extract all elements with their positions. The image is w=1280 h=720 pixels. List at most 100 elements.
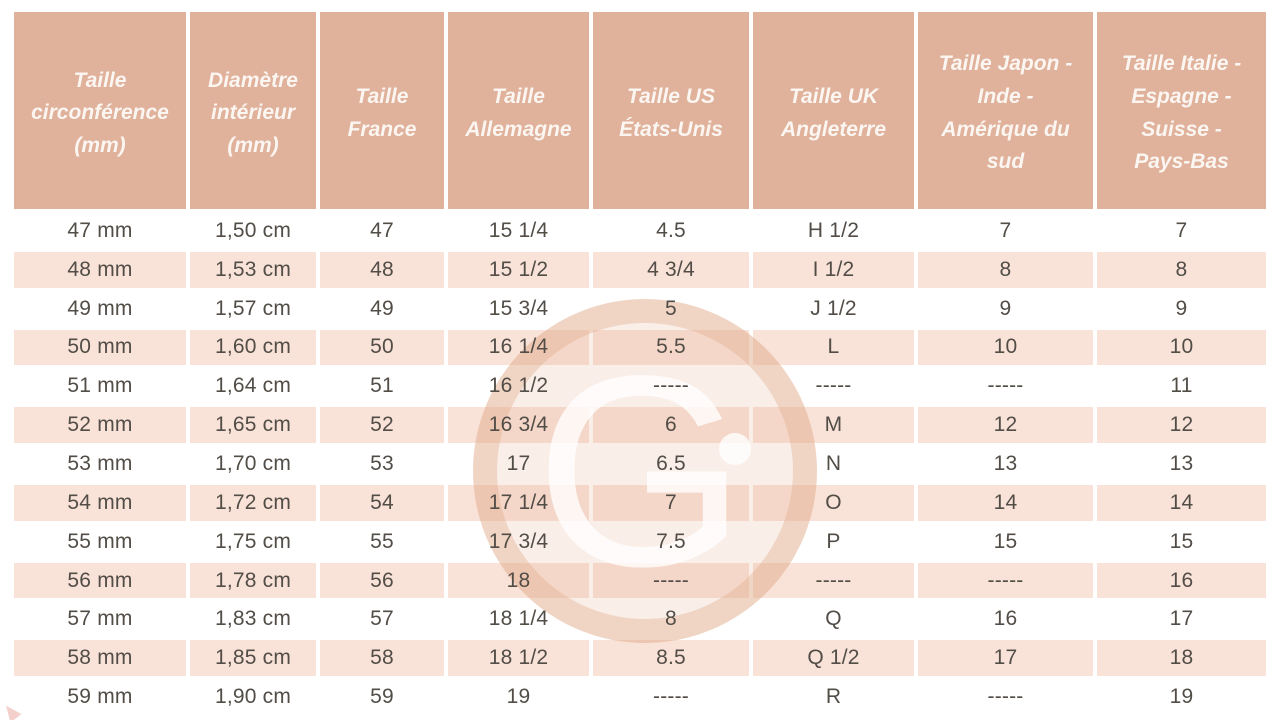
cell-value: 59 (370, 685, 394, 709)
cell-value: 1,53 cm (214, 257, 292, 281)
cell-value: H 1/2 (807, 218, 860, 242)
cell-r8-c2: 55 (320, 523, 448, 563)
cell-r7-c4: 7 (593, 484, 753, 524)
cell-r2-c7: 9 (1097, 290, 1266, 330)
column-header-label: Taille circonférence (mm) (31, 68, 169, 157)
cell-r2-c4: 5 (593, 290, 753, 330)
cell-r8-c3: 17 3/4 (448, 523, 593, 563)
cell-value: ----- (987, 685, 1024, 709)
cell-r0-c0: 47 mm (14, 213, 190, 252)
cell-r10-c1: 1,83 cm (190, 601, 320, 641)
cell-r2-c0: 49 mm (14, 290, 190, 330)
cell-r11-c0: 58 mm (14, 640, 190, 680)
cell-r5-c0: 52 mm (14, 407, 190, 447)
cell-r9-c2: 56 (320, 562, 448, 602)
cell-value: L (827, 335, 840, 359)
column-header-label: Taille Allemagne (465, 84, 572, 141)
table-row: 53 mm 1,70 cm 53 17 6.5 N 13 13 (14, 446, 1266, 485)
table-row: 57 mm 1,83 cm 57 18 1/4 8 Q 16 17 (14, 601, 1266, 641)
cell-r9-c6: ----- (918, 562, 1097, 602)
cell-r2-c5: J 1/2 (753, 290, 918, 330)
cell-value: P (826, 529, 841, 553)
cell-value: 50 mm (67, 335, 133, 359)
table-row: 58 mm 1,85 cm 58 18 1/2 8.5 Q 1/2 17 18 (14, 640, 1266, 680)
cell-r1-c0: 48 mm (14, 251, 190, 291)
cell-value: 1,90 cm (214, 685, 292, 709)
cell-value: 51 (370, 374, 394, 398)
cell-r8-c0: 55 mm (14, 523, 190, 563)
cell-value: 9 (1175, 296, 1188, 320)
cell-value: 17 (1169, 607, 1194, 631)
cell-value: ----- (815, 568, 852, 592)
table-row: 54 mm 1,72 cm 54 17 1/4 7 O 14 14 (14, 484, 1266, 524)
cell-r5-c7: 12 (1097, 407, 1266, 447)
cell-value: 58 (370, 646, 394, 670)
column-header-label: Taille UK Angleterre (780, 84, 887, 141)
cell-r6-c5: N (753, 446, 918, 485)
cell-value: 19 (1169, 685, 1194, 709)
cell-r5-c5: M (753, 407, 918, 447)
cell-value: 15 1/4 (488, 218, 549, 242)
cell-value: 18 (1169, 646, 1194, 670)
ring-size-conversion-table: Taille circonférence (mm) Diamètre intéri… (14, 12, 1266, 718)
cell-value: ----- (987, 568, 1024, 592)
column-header-7: Taille Italie - Espagne - Suisse - Pays-… (1097, 12, 1266, 213)
cell-r5-c2: 52 (320, 407, 448, 447)
cell-r10-c0: 57 mm (14, 601, 190, 641)
cell-value: 1,50 cm (214, 218, 292, 242)
cell-value: M (824, 413, 843, 437)
cell-value: 1,65 cm (214, 413, 292, 437)
cell-r9-c1: 1,78 cm (190, 562, 320, 602)
column-header-1: Diamètre intérieur (mm) (190, 12, 320, 213)
table-row: 55 mm 1,75 cm 55 17 3/4 7.5 P 15 15 (14, 523, 1266, 563)
cell-r8-c6: 15 (918, 523, 1097, 563)
cell-value: 53 (370, 451, 394, 475)
cell-r1-c3: 15 1/2 (448, 251, 593, 291)
cell-value: 5 (665, 296, 677, 320)
column-header-4: Taille US États-Unis (593, 12, 753, 213)
cell-r3-c3: 16 1/4 (448, 329, 593, 369)
cell-value: 55 (370, 529, 394, 553)
cell-r3-c0: 50 mm (14, 329, 190, 369)
cell-r5-c4: 6 (593, 407, 753, 447)
table-row: 50 mm 1,60 cm 50 16 1/4 5.5 L 10 10 (14, 329, 1266, 369)
table-body: 47 mm 1,50 cm 47 15 1/4 4.5 H 1/2 7 7 48 mm 1,53 … (14, 213, 1266, 718)
cell-value: 4.5 (656, 218, 686, 242)
cell-r7-c1: 1,72 cm (190, 484, 320, 524)
cell-r4-c6: ----- (918, 368, 1097, 408)
cell-value: ----- (653, 568, 689, 592)
cell-r11-c3: 18 1/2 (448, 640, 593, 680)
column-header-label: Taille US États-Unis (619, 84, 723, 141)
column-header-5: Taille UK Angleterre (753, 12, 918, 213)
cell-value: 15 1/2 (488, 257, 549, 281)
cell-r12-c1: 1,90 cm (190, 679, 320, 718)
cell-value: 47 (370, 218, 394, 242)
table-row: 47 mm 1,50 cm 47 15 1/4 4.5 H 1/2 7 7 (14, 213, 1266, 252)
cell-value: 15 (993, 529, 1018, 553)
cell-r4-c4: ----- (593, 368, 753, 408)
table-row: 51 mm 1,64 cm 51 16 1/2 ----- ----- ----- 11 (14, 368, 1266, 408)
cell-value: 18 1/2 (488, 646, 549, 670)
cell-value: 8.5 (656, 646, 686, 670)
cell-r2-c2: 49 (320, 290, 448, 330)
cell-r6-c2: 53 (320, 446, 448, 485)
cell-r0-c7: 7 (1097, 213, 1266, 252)
cell-value: 1,60 cm (214, 335, 292, 359)
column-header-3: Taille Allemagne (448, 12, 593, 213)
cell-value: 4 3/4 (647, 257, 695, 281)
cell-value: 13 (1169, 451, 1194, 475)
cell-value: 51 mm (67, 374, 133, 398)
cell-r12-c3: 19 (448, 679, 593, 718)
table-header: Taille circonférence (mm) Diamètre intéri… (14, 12, 1266, 213)
cell-r12-c7: 19 (1097, 679, 1266, 718)
cell-r12-c5: R (753, 679, 918, 718)
cell-r6-c1: 1,70 cm (190, 446, 320, 485)
cell-r10-c3: 18 1/4 (448, 601, 593, 641)
cell-r9-c4: ----- (593, 562, 753, 602)
cell-r1-c4: 4 3/4 (593, 251, 753, 291)
cell-r8-c1: 1,75 cm (190, 523, 320, 563)
column-header-0: Taille circonférence (mm) (14, 12, 190, 213)
column-header-label: Diamètre intérieur (mm) (208, 68, 298, 157)
cell-value: 48 (370, 257, 394, 281)
